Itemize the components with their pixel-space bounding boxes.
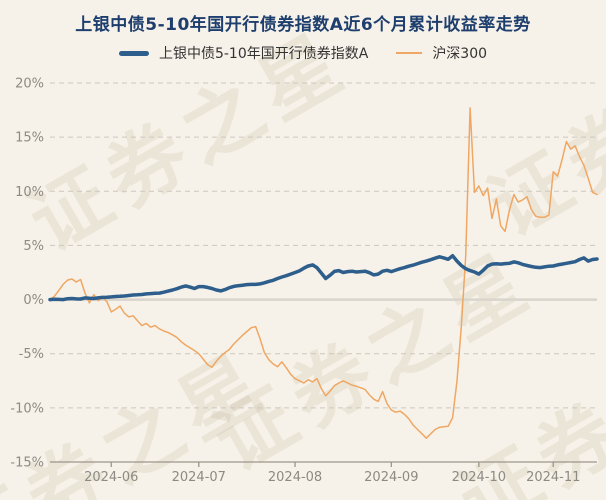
y-tick-label: 15% <box>15 131 44 146</box>
x-tick-label: 2024-10 <box>452 470 506 485</box>
x-tick-label: 2024-08 <box>268 470 322 485</box>
y-tick-label: -15% <box>10 456 44 471</box>
legend-item-fund[interactable]: 上银中债5-10年国开行债券指数A <box>118 43 369 63</box>
csi300-line-swatch-icon <box>396 52 423 54</box>
series-line-csi300[interactable] <box>49 107 598 439</box>
chart-legend: 上银中债5-10年国开行债券指数A 沪深300 <box>0 43 606 63</box>
x-tick-label: 2024-11 <box>526 470 580 485</box>
x-tick-label: 2024-06 <box>84 470 138 485</box>
y-tick-label: 0% <box>23 293 44 308</box>
fund-line-swatch-icon <box>118 50 149 56</box>
series-line-fund[interactable] <box>48 253 599 302</box>
y-tick-label: 5% <box>23 239 44 254</box>
y-tick-label: -5% <box>19 347 44 362</box>
y-tick-label: 10% <box>15 185 44 200</box>
x-tick-label: 2024-09 <box>364 470 418 485</box>
y-tick-label: 20% <box>15 77 44 92</box>
x-tick-label: 2024-07 <box>172 470 226 485</box>
y-tick-label: -10% <box>10 401 44 416</box>
page-title: 上银中债5-10年国开行债券指数A近6个月累计收益率走势 <box>75 15 531 35</box>
legend-label-csi300: 沪深300 <box>432 46 488 62</box>
legend-label-fund: 上银中债5-10年国开行债券指数A <box>158 46 369 62</box>
legend-item-csi300[interactable]: 沪深300 <box>396 43 487 63</box>
